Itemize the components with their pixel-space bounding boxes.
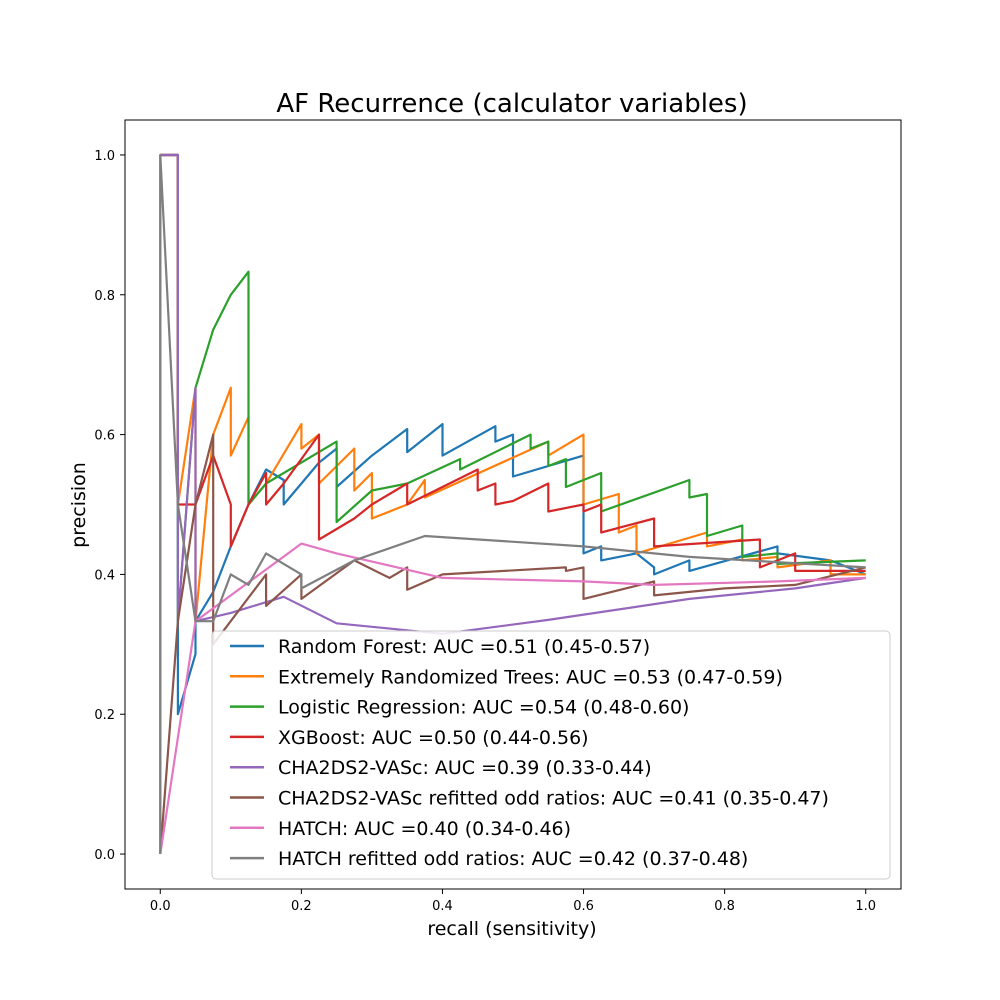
- y-tick-label: 1.0: [94, 149, 115, 164]
- series-line-8: [159, 153, 866, 854]
- y-tick-label: 0.2: [94, 708, 115, 723]
- y-axis-label: precision: [68, 462, 90, 548]
- y-tick-label: 0.6: [94, 429, 115, 444]
- x-tick-label: 0.0: [150, 899, 171, 914]
- series-layer: [159, 153, 867, 855]
- legend-label-8: HATCH refitted odd ratios: AUC =0.42 (0.…: [278, 848, 748, 870]
- series-line-3: [160, 153, 866, 623]
- x-tick-label: 1.0: [855, 899, 876, 914]
- plot-frame: [124, 119, 902, 890]
- y-tick-label: 0.0: [94, 848, 115, 863]
- x-axis-label: recall (sensitivity): [427, 918, 596, 940]
- legend-label-1: Random Forest: AUC =0.51 (0.45-0.57): [278, 636, 650, 658]
- series-line-4: [160, 153, 866, 573]
- legend-label-6: CHA2DS2-VASc refitted odd ratios: AUC =0…: [278, 788, 829, 810]
- chart-title: AF Recurrence (calculator variables): [276, 89, 747, 119]
- legend-box: [211, 630, 891, 880]
- series-line-5: [159, 153, 866, 854]
- y-tick-label: 0.4: [94, 568, 115, 583]
- x-tick-label: 0.6: [573, 899, 594, 914]
- x-tick-label: 0.4: [432, 899, 453, 914]
- legend-items: Random Forest: AUC =0.51 (0.45-0.57) Extr…: [230, 636, 829, 870]
- series-line-7: [159, 542, 866, 855]
- legend-label-5: CHA2DS2-VASc: AUC =0.39 (0.33-0.44): [278, 757, 652, 779]
- x-tick-label: 0.2: [291, 899, 312, 914]
- legend-label-2: Extremely Randomized Trees: AUC =0.53 (0…: [278, 666, 783, 688]
- x-tick-label: 0.8: [714, 899, 735, 914]
- y-axis-ticks: 0.0 0.2 0.4 0.6 0.8 1.0: [94, 149, 125, 863]
- y-tick-label: 0.8: [94, 289, 115, 304]
- legend-label-4: XGBoost: AUC =0.50 (0.44-0.56): [278, 727, 589, 749]
- series-line-6: [159, 433, 866, 855]
- series-line-1: [160, 153, 867, 716]
- legend-label-3: Logistic Regression: AUC =0.54 (0.48-0.6…: [278, 697, 689, 719]
- x-axis-ticks: 0.0 0.2 0.4 0.6 0.8 1.0: [150, 889, 876, 914]
- legend: Random Forest: AUC =0.51 (0.45-0.57) Extr…: [211, 630, 891, 880]
- legend-label-7: HATCH: AUC =0.40 (0.34-0.46): [278, 818, 571, 840]
